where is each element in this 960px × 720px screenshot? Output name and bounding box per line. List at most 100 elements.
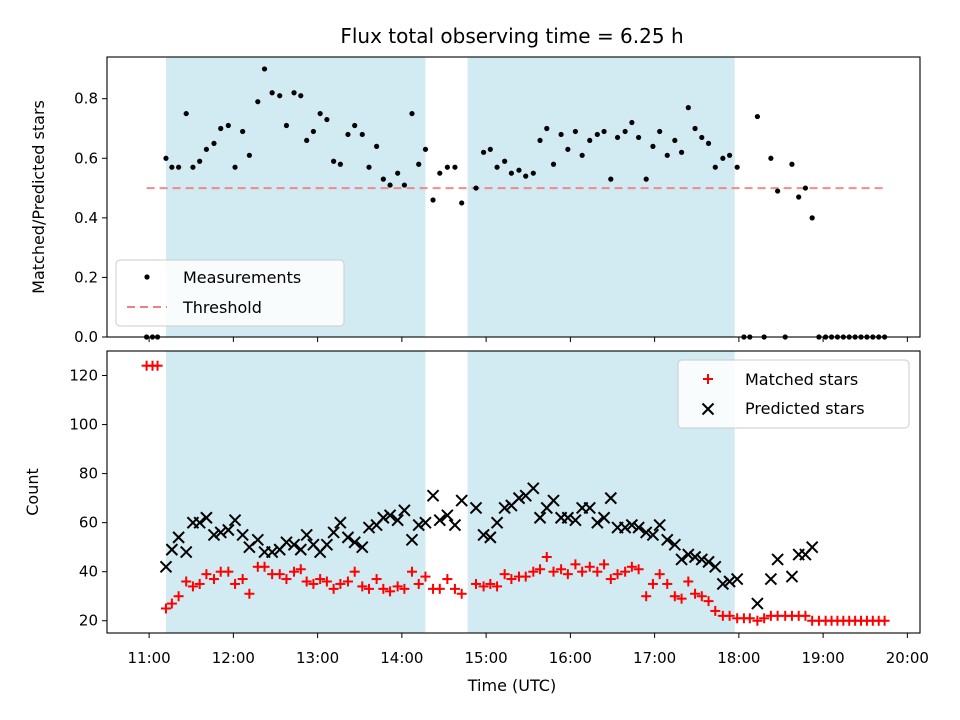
matched-star-point — [385, 586, 396, 597]
predicted-star-point — [426, 489, 440, 502]
matched-star-point — [449, 583, 460, 594]
matched-star-point — [434, 583, 445, 594]
matched-star-point — [223, 566, 234, 577]
top-panel: 0.00.20.40.60.8 Matched/Predicted stars … — [29, 56, 921, 346]
predicted-star-point — [477, 528, 490, 542]
top-axes-frame — [106, 56, 921, 338]
matched-star-point — [442, 574, 453, 585]
predicted-star-point — [583, 501, 596, 515]
legend-measurements-marker — [144, 274, 150, 280]
matched-star-point — [683, 576, 694, 587]
measurement-point — [487, 146, 493, 152]
measurement-point — [537, 137, 543, 144]
matched-star-point — [378, 583, 389, 594]
matched-star-point — [724, 610, 735, 621]
legend-matched-label: Matched stars — [745, 370, 858, 389]
matched-star-point — [471, 578, 482, 589]
matched-star-point — [308, 578, 319, 589]
y-tick-label: 40 — [79, 563, 98, 581]
measurement-point — [345, 131, 351, 138]
matched-star-point — [349, 566, 360, 577]
y-tick-label: 0.4 — [74, 209, 98, 227]
measurement-point — [169, 164, 175, 170]
matched-star-point — [556, 564, 567, 575]
measurement-point — [197, 158, 203, 164]
predicted-star-point — [228, 513, 242, 527]
measurement-point — [775, 188, 781, 194]
predicted-star-point — [165, 543, 179, 556]
y-tick-label: 20 — [79, 612, 98, 630]
y-tick-label: 100 — [69, 416, 98, 434]
y-tick-label: 0.6 — [74, 149, 98, 167]
measurement-point — [622, 128, 628, 135]
measurement-point — [705, 140, 712, 146]
predicted-star-point — [287, 538, 301, 551]
x-tick-label: 13:00 — [296, 649, 339, 667]
matched-star-point — [744, 613, 755, 624]
predicted-star-point — [702, 555, 715, 569]
bottom-x-ticks: 11:00 12:00 13:00 14:00 15:00 16:00 17:00 18:00… — [128, 633, 929, 667]
measurement-point — [480, 149, 487, 155]
matched-star-point — [328, 583, 339, 594]
predicted-star-point — [356, 540, 369, 554]
matched-star-point — [173, 591, 184, 602]
measurement-point — [337, 161, 343, 167]
matched-star-point — [244, 588, 255, 599]
measurement-point — [373, 143, 380, 149]
predicted-star-point — [159, 560, 173, 573]
measurement-point — [283, 122, 290, 129]
predicted-star-point — [320, 538, 334, 551]
matched-star-point — [570, 559, 581, 570]
matched-star-point — [413, 578, 424, 589]
chart-title: Flux total observing time = 6.25 h — [340, 24, 683, 48]
measurement-point — [232, 164, 238, 170]
bottom-y-ticks: 20 40 60 80 100 120 — [69, 367, 107, 630]
measurement-point — [672, 137, 678, 144]
measurement-point — [629, 119, 635, 126]
top-legend-box — [115, 259, 345, 327]
matched-star-point — [499, 569, 510, 580]
matched-star-point — [194, 578, 205, 589]
measurement-point — [473, 185, 479, 191]
measurement-point — [572, 128, 579, 135]
predicted-star-point — [785, 570, 799, 583]
y-tick-label: 120 — [69, 367, 98, 385]
measurement-point — [190, 164, 196, 170]
matched-star-point — [520, 571, 531, 582]
matched-star-point — [301, 576, 312, 587]
y-tick-label: 0.0 — [74, 328, 98, 346]
predicted-star-point — [348, 536, 361, 549]
predicted-stars-series — [159, 482, 819, 610]
measurement-point — [692, 125, 698, 132]
matched-star-point — [456, 588, 467, 599]
predicted-star-point — [207, 528, 221, 542]
predicted-star-point — [433, 513, 446, 527]
predicted-star-point — [441, 509, 454, 522]
matched-star-point — [541, 551, 552, 562]
matched-star-point — [237, 574, 248, 585]
predicted-star-point — [419, 516, 432, 529]
matched-star-point — [230, 578, 241, 589]
predicted-star-point — [265, 545, 279, 559]
matched-star-point — [879, 615, 890, 626]
measurement-point — [183, 110, 189, 117]
predicted-star-point — [334, 516, 347, 529]
predicted-star-point — [805, 540, 819, 554]
y-tick-label: 80 — [79, 465, 98, 483]
measurement-point — [218, 125, 224, 132]
matched-star-point — [562, 569, 573, 580]
measurement-point — [558, 131, 564, 138]
predicted-star-point — [222, 523, 235, 537]
measurement-point — [304, 137, 310, 144]
predicted-star-point — [377, 511, 390, 524]
predicted-star-point — [200, 511, 213, 524]
matched-star-point — [703, 596, 714, 607]
legend-predicted-label: Predicted stars — [745, 399, 865, 418]
matched-star-point — [506, 574, 517, 585]
x-tick-label: 16:00 — [549, 649, 592, 667]
measurement-point — [409, 110, 415, 117]
matched-star-point — [620, 566, 631, 577]
matched-star-point — [633, 564, 644, 575]
measurement-point — [437, 170, 443, 176]
